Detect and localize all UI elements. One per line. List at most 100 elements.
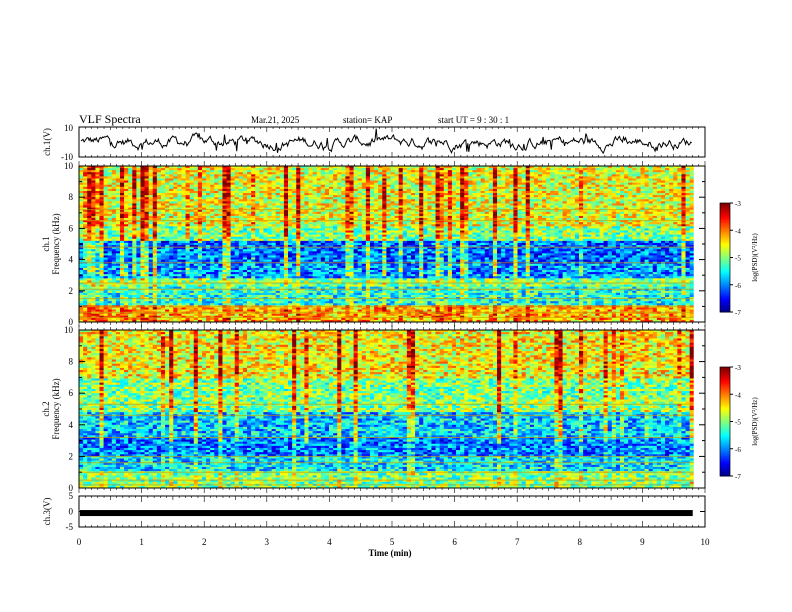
heatmap-cell (456, 215, 461, 219)
heatmap-cell (665, 211, 670, 215)
heatmap-cell (206, 184, 211, 188)
heatmap-cell (456, 184, 461, 188)
heatmap-cell (255, 197, 260, 200)
heatmap-cell (288, 184, 293, 188)
heatmap-cell (333, 180, 338, 184)
heatmap-cell (497, 213, 502, 217)
heatmap-cell (283, 193, 289, 196)
heatmap-cell (660, 215, 666, 219)
heatmap-cell (599, 178, 604, 181)
heatmap-cell (83, 184, 88, 188)
heatmap-cell (472, 168, 477, 171)
heatmap-cell (529, 168, 535, 171)
heatmap-cell (427, 168, 432, 171)
heatmap-cell (464, 195, 469, 198)
heatmap-cell (583, 182, 588, 186)
heatmap-cell (210, 193, 215, 196)
heatmap-cell (681, 207, 686, 211)
heatmap-cell (464, 203, 469, 206)
heatmap-cell (644, 172, 650, 175)
heatmap-cell (341, 188, 346, 192)
heatmap-cell (226, 172, 232, 175)
heatmap-cell (345, 201, 350, 204)
heatmap-cell (218, 180, 223, 184)
heatmap-cell (599, 201, 604, 204)
heatmap-cell (226, 215, 232, 219)
heatmap-cell (349, 209, 354, 213)
heatmap-cell (103, 166, 109, 169)
heatmap-cell (472, 178, 477, 181)
heatmap-cell (275, 207, 281, 211)
heatmap-cell (689, 172, 695, 175)
heatmap-cell (402, 180, 408, 184)
heatmap-cell (423, 205, 428, 208)
heatmap-cell (328, 180, 334, 184)
heatmap-cell (193, 197, 199, 200)
heatmap-cell (677, 199, 682, 202)
heatmap-cell (648, 207, 654, 211)
heatmap-cell (550, 170, 555, 173)
heatmap-cell (210, 203, 215, 206)
heatmap-cell (136, 170, 141, 173)
heatmap-cell (488, 211, 494, 215)
heatmap-cell (111, 182, 117, 186)
heatmap-cell (214, 193, 219, 196)
heatmap-cell (410, 199, 416, 202)
heatmap-cell (542, 201, 547, 204)
heatmap-cell (443, 182, 449, 186)
heatmap-cell (312, 207, 318, 211)
heatmap-cell (349, 172, 354, 175)
heatmap-cell (603, 188, 609, 192)
heatmap-cell (328, 215, 334, 219)
heatmap-cell (673, 205, 678, 208)
heatmap-cell (136, 195, 141, 198)
heatmap-cell (140, 199, 145, 202)
heatmap-cell (415, 195, 420, 198)
heatmap-cell (263, 170, 268, 173)
heatmap-cell (169, 170, 174, 173)
heatmap-cell (423, 215, 428, 219)
heatmap-cell (259, 193, 264, 196)
heatmap-cell (374, 178, 379, 181)
heatmap-cell (398, 190, 404, 194)
heatmap-cell (267, 209, 273, 213)
heatmap-cell (148, 184, 154, 188)
heatmap-cell (599, 190, 604, 194)
heatmap-cell (492, 199, 498, 202)
heatmap-cell (460, 213, 465, 217)
heatmap-cell (136, 178, 141, 181)
heatmap-cell (79, 195, 84, 198)
heatmap-cell (115, 209, 121, 213)
heatmap-cell (451, 166, 457, 169)
heatmap-cell (529, 172, 535, 175)
heatmap-cell (574, 172, 580, 175)
heatmap-cell (656, 205, 662, 208)
heatmap-cell (210, 174, 215, 177)
heatmap-cell (427, 215, 432, 219)
heatmap-cell (480, 211, 486, 215)
heatmap-cell (271, 195, 277, 198)
heatmap-cell (619, 166, 625, 169)
heatmap-cell (206, 209, 211, 213)
heatmap-cell (374, 203, 379, 206)
heatmap-cell (464, 213, 469, 217)
heatmap-cell (222, 188, 227, 192)
heatmap-cell (451, 195, 457, 198)
heatmap-cell (394, 184, 400, 188)
heatmap-cell (197, 170, 203, 173)
heatmap-cell (247, 199, 252, 202)
heatmap-cell (357, 195, 363, 198)
heatmap-cell (410, 193, 416, 196)
heatmap-cell (304, 203, 309, 206)
heatmap-cell (197, 182, 203, 186)
heatmap-cell (410, 213, 416, 217)
heatmap-cell (517, 176, 523, 179)
heatmap-cell (640, 203, 645, 206)
heatmap-cell (554, 168, 559, 171)
heatmap-cell (533, 184, 539, 188)
heatmap-cell (492, 190, 498, 194)
heatmap-cell (615, 215, 621, 219)
heatmap-cell (415, 178, 420, 181)
heatmap-cell (124, 203, 129, 206)
heatmap-cell (447, 193, 453, 196)
